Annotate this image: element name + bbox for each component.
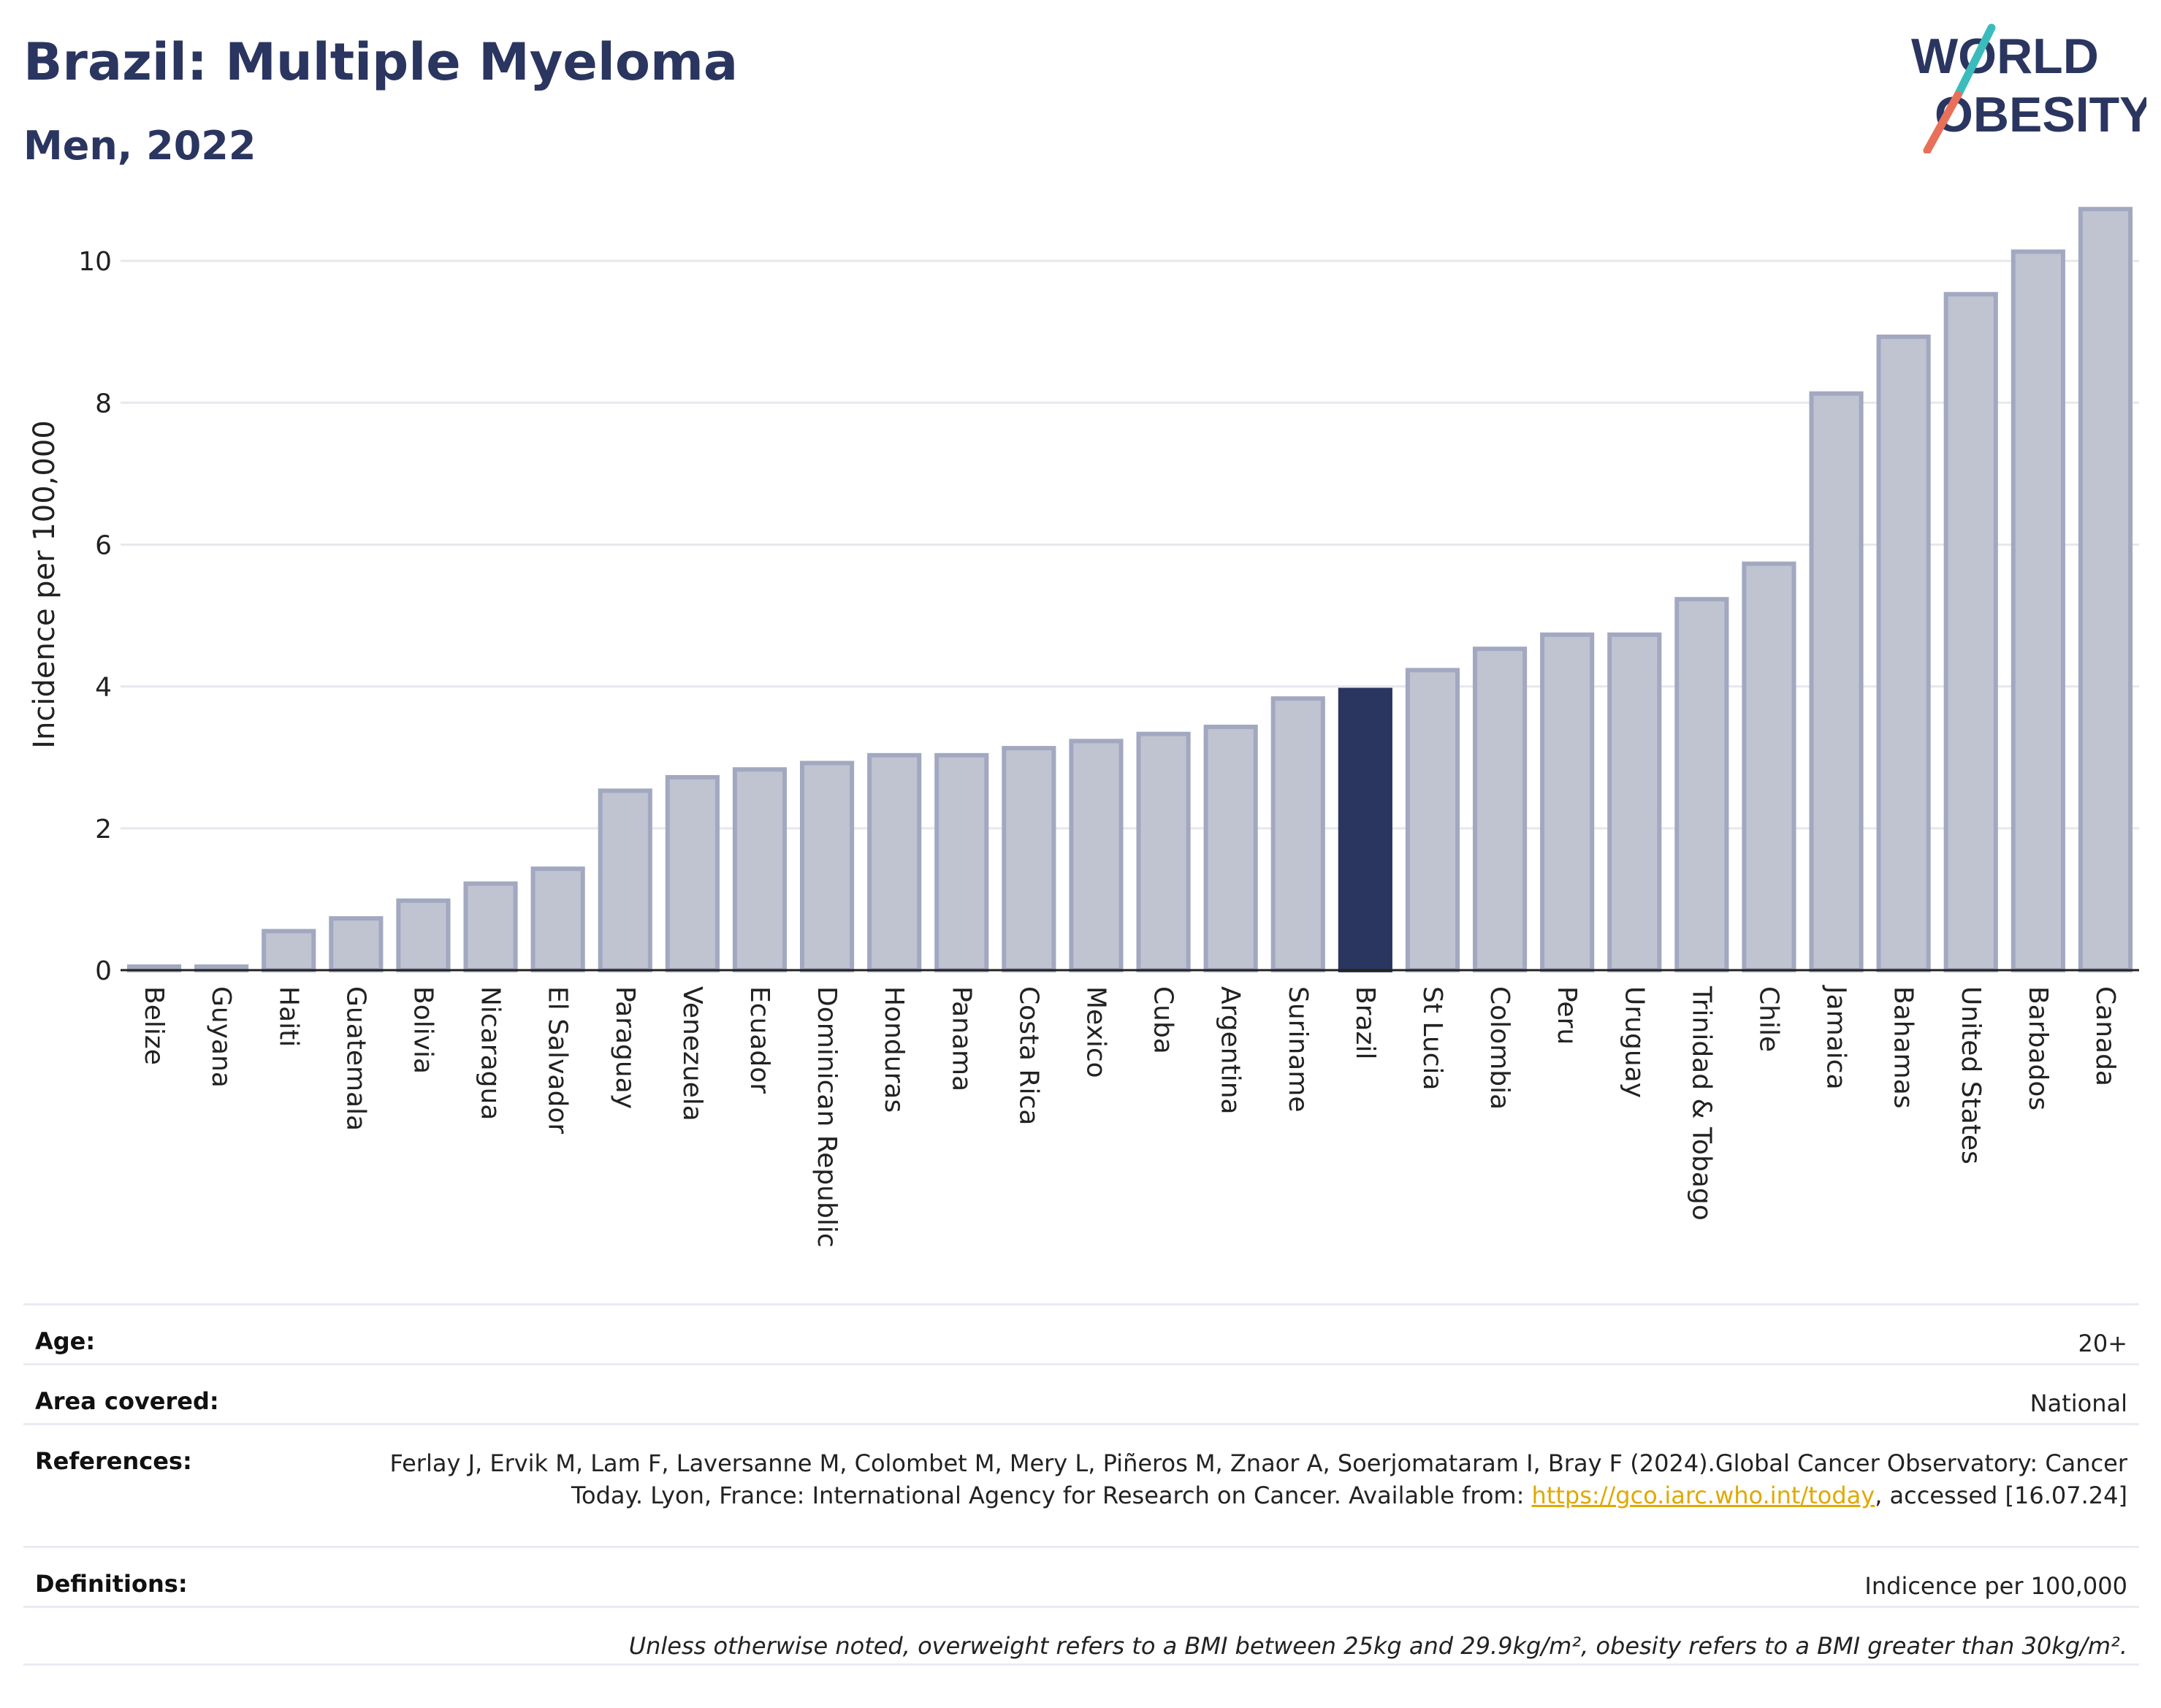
x-tick-label: Guatemala bbox=[340, 986, 370, 1131]
x-axis-ticks: Belize Guyana Haiti Guatemala Bolivia Nicarag… bbox=[139, 985, 2120, 1248]
bmi-note: Unless otherwise noted, overweight refer… bbox=[628, 1632, 2127, 1660]
area-label: Area covered: bbox=[35, 1387, 219, 1415]
info-row-age: Age: 20+ bbox=[23, 1303, 2139, 1363]
logo-text-obesity: OBESITY bbox=[1935, 87, 2146, 142]
logo-slash-bottom bbox=[1923, 91, 1962, 153]
bar-canada bbox=[2078, 207, 2133, 972]
bar-venezuela bbox=[665, 774, 720, 972]
x-tick-label: Guyana bbox=[206, 986, 236, 1088]
bar-argentina bbox=[1203, 724, 1258, 973]
x-tick-label: Venezuela bbox=[677, 986, 707, 1121]
y-tick-label: 8 bbox=[95, 389, 112, 419]
bar-chile bbox=[1742, 561, 1796, 972]
bar-paraguay bbox=[598, 788, 652, 972]
x-tick-label: Mexico bbox=[1080, 986, 1110, 1078]
x-tick-label: Jamaica bbox=[1821, 985, 1851, 1090]
definitions-value: Indicence per 100,000 bbox=[1864, 1572, 2127, 1600]
bar-panama bbox=[934, 752, 989, 973]
x-tick-label: Peru bbox=[1552, 986, 1582, 1045]
bar-suriname bbox=[1270, 696, 1325, 973]
page-title: Brazil: Multiple Myeloma bbox=[23, 32, 739, 92]
age-value: 20+ bbox=[2078, 1330, 2127, 1357]
page-subtitle: Men, 2022 bbox=[23, 123, 256, 169]
references-label: References: bbox=[35, 1447, 192, 1475]
bar-jamaica bbox=[1809, 391, 1864, 972]
x-tick-label: Bahamas bbox=[1889, 986, 1918, 1109]
info-row-area: Area covered: National bbox=[23, 1363, 2139, 1423]
bar-costa-rica bbox=[1002, 746, 1056, 972]
bar-bolivia bbox=[396, 898, 451, 973]
x-tick-label: Suriname bbox=[1283, 986, 1313, 1113]
bar-peru bbox=[1540, 632, 1595, 972]
references-link[interactable]: https://gco.iarc.who.int/today bbox=[1531, 1482, 1875, 1509]
x-tick-label: Trinidad & Tobago bbox=[1686, 985, 1716, 1221]
references-text: Ferlay J, Ervik M, Lam F, Laversanne M, … bbox=[389, 1449, 2127, 1509]
bar-chart: 0 2 4 6 8 10 Incidence per 100,000 Belize Guya… bbox=[28, 207, 2139, 1248]
age-label: Age: bbox=[35, 1327, 96, 1355]
bar-guatemala bbox=[329, 916, 384, 973]
x-tick-label: Belize bbox=[139, 986, 169, 1065]
x-tick-label: Barbados bbox=[2023, 986, 2053, 1110]
x-tick-label: Canada bbox=[2090, 986, 2120, 1086]
bars bbox=[126, 207, 2133, 973]
x-tick-label: Nicaragua bbox=[476, 986, 506, 1120]
bar-haiti bbox=[262, 929, 316, 972]
bar-barbados bbox=[2011, 249, 2065, 972]
x-tick-label: Paraguay bbox=[610, 986, 640, 1109]
x-tick-label: Argentina bbox=[1216, 986, 1246, 1115]
info-row-note: Unless otherwise noted, overweight refer… bbox=[23, 1606, 2139, 1666]
y-axis-label: Incidence per 100,000 bbox=[28, 420, 61, 749]
definitions-label: Definitions: bbox=[35, 1570, 188, 1598]
x-tick-label: Ecuador bbox=[744, 986, 774, 1094]
bar-united-states bbox=[1943, 291, 1998, 972]
x-tick-label: Costa Rica bbox=[1013, 986, 1043, 1125]
bar-dominican-republic bbox=[799, 760, 855, 972]
x-tick-label: Bolivia bbox=[408, 986, 438, 1074]
x-tick-label: Panama bbox=[946, 986, 976, 1091]
logo-slash-top bbox=[1954, 23, 1996, 99]
y-axis-ticks: 0 2 4 6 8 10 bbox=[78, 247, 112, 986]
x-tick-label: Colombia bbox=[1485, 986, 1514, 1110]
bar-el-salvador bbox=[530, 866, 585, 973]
x-tick-label: Brazil bbox=[1350, 986, 1380, 1059]
y-tick-label: 4 bbox=[95, 673, 112, 703]
bar-colombia bbox=[1472, 647, 1528, 972]
bar-honduras bbox=[867, 752, 922, 973]
bar-ecuador bbox=[732, 767, 788, 973]
world-obesity-logo: WORLD OBESITY bbox=[1911, 23, 2146, 153]
y-tick-label: 2 bbox=[95, 815, 112, 845]
bar-brazil bbox=[1338, 687, 1392, 972]
x-tick-label: Cuba bbox=[1148, 986, 1178, 1054]
x-tick-label: Dominican Republic bbox=[812, 986, 842, 1248]
bar-trinidad-tobago bbox=[1674, 597, 1729, 972]
info-row-references: References: Ferlay J, Ervik M, Lam F, La… bbox=[23, 1423, 2139, 1546]
y-tick-label: 0 bbox=[95, 956, 112, 986]
y-tick-label: 10 bbox=[78, 247, 112, 277]
x-tick-label: Uruguay bbox=[1619, 986, 1649, 1098]
x-tick-label: St Lucia bbox=[1417, 986, 1447, 1091]
references-value: Ferlay J, Ervik M, Lam F, Laversanne M, … bbox=[374, 1447, 2127, 1511]
bar-mexico bbox=[1069, 739, 1124, 972]
x-tick-label: Chile bbox=[1753, 986, 1783, 1052]
x-tick-label: United States bbox=[1956, 986, 1986, 1164]
info-row-definitions: Definitions: Indicence per 100,000 bbox=[23, 1546, 2139, 1606]
bar-nicaragua bbox=[463, 881, 518, 972]
x-tick-label: El Salvador bbox=[543, 986, 573, 1134]
logo-text-world: WORLD bbox=[1911, 28, 2099, 84]
bar-bahamas bbox=[1876, 334, 1931, 972]
x-tick-label: Honduras bbox=[879, 986, 909, 1113]
bar-st-lucia bbox=[1405, 668, 1460, 973]
bar-uruguay bbox=[1607, 632, 1662, 972]
grid-lines bbox=[121, 259, 2139, 830]
info-table: Age: 20+ Area covered: National Referenc… bbox=[23, 1303, 2139, 1666]
x-tick-label: Haiti bbox=[273, 986, 303, 1047]
area-value: National bbox=[2029, 1389, 2127, 1417]
references-accessed: , accessed [16.07.24] bbox=[1875, 1482, 2127, 1509]
y-tick-label: 6 bbox=[95, 530, 112, 560]
bar-cuba bbox=[1136, 731, 1191, 972]
